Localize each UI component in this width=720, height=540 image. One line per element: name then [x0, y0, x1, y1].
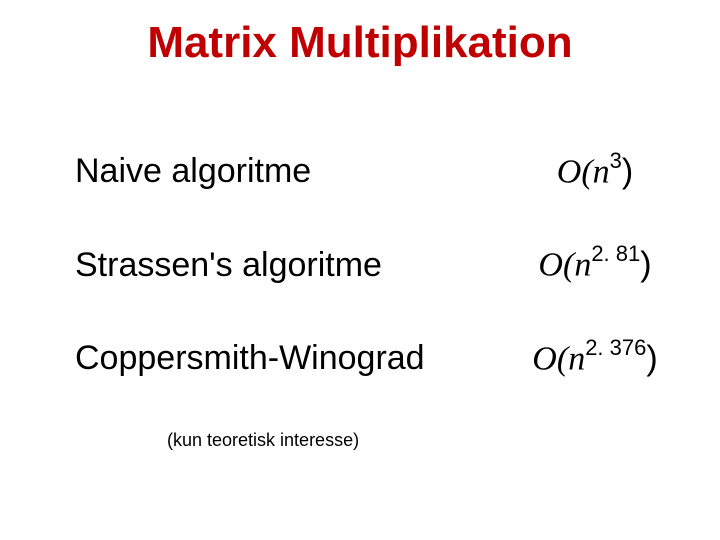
slide: Matrix Multiplikation Naive algoritme O(…	[0, 0, 720, 540]
algo-name: Coppersmith-Winograd	[75, 339, 425, 378]
bigO-close: )	[640, 246, 651, 284]
exponent: 3	[610, 148, 622, 173]
exponent: 2. 81	[591, 241, 640, 266]
bigO-open: O(	[557, 153, 593, 190]
slide-title: Matrix Multiplikation	[0, 18, 720, 68]
algo-row: Strassen's algoritme O(n2. 81)	[75, 243, 670, 284]
var-n: n	[568, 340, 585, 377]
var-n: n	[593, 153, 610, 190]
bigO-open: O(	[538, 247, 574, 284]
algo-name: Strassen's algoritme	[75, 246, 382, 285]
complexity: O(n2. 376)	[520, 337, 670, 378]
algo-name: Naive algoritme	[75, 152, 311, 191]
complexity: O(n3)	[520, 150, 670, 191]
algo-row: Naive algoritme O(n3)	[75, 150, 670, 191]
var-n: n	[574, 247, 591, 284]
content-area: Naive algoritme O(n3) Strassen's algorit…	[75, 150, 670, 451]
algo-row: Coppersmith-Winograd O(n2. 376)	[75, 337, 670, 378]
footnote: (kun teoretisk interesse)	[167, 430, 670, 451]
complexity: O(n2. 81)	[520, 243, 670, 284]
bigO-close: )	[622, 152, 633, 190]
exponent: 2. 376	[585, 335, 646, 360]
bigO-open: O(	[532, 340, 568, 377]
bigO-close: )	[646, 339, 657, 377]
